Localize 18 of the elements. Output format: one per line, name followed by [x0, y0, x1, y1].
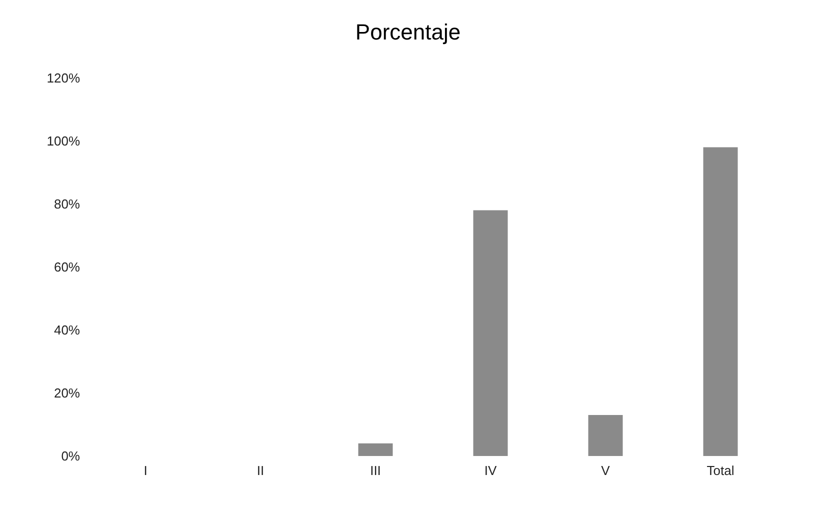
bar [473, 210, 508, 456]
x-tick-label: Total [706, 463, 734, 478]
bar [588, 415, 623, 456]
bar [358, 443, 393, 456]
x-tick-label: I [144, 463, 148, 478]
x-tick-label: II [256, 463, 264, 478]
y-tick-label: 40% [54, 322, 80, 338]
x-tick-label: III [370, 463, 381, 478]
y-tick-label: 20% [54, 386, 80, 400]
y-tick-label: 80% [54, 196, 80, 212]
y-tick-label: 100% [46, 134, 80, 148]
chart-title: Porcentaje [355, 20, 461, 44]
x-tick-label: V [601, 463, 610, 478]
y-tick-label: 120% [46, 70, 80, 86]
y-tick-label: 60% [54, 260, 80, 274]
x-tick-label: IV [484, 463, 497, 478]
y-tick-label: 0% [61, 448, 80, 464]
bar [703, 147, 738, 456]
